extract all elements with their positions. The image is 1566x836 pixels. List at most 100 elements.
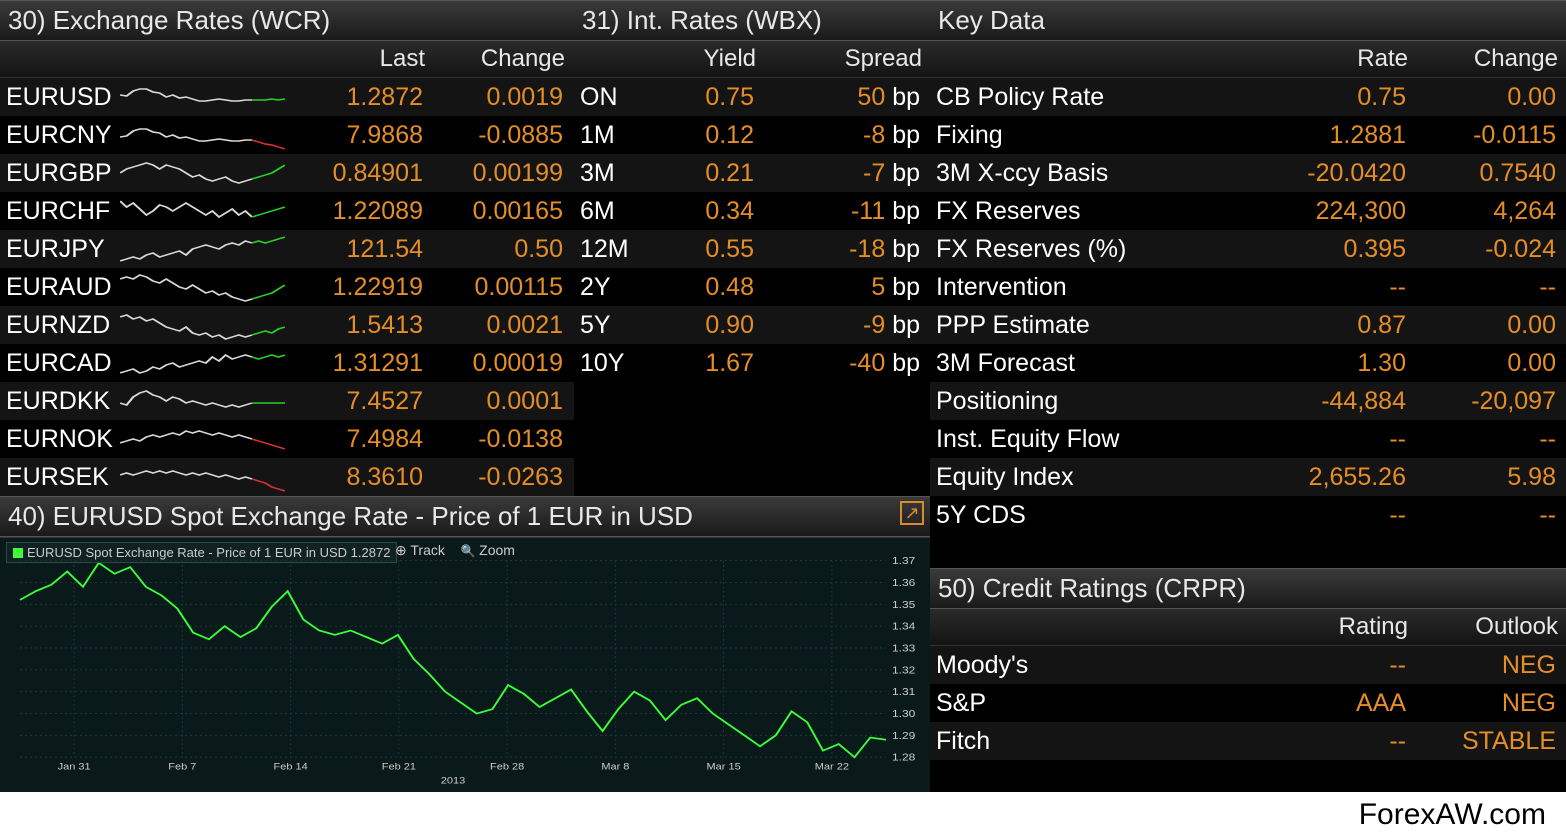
key-label: Inst. Equity Flow [930, 425, 1230, 454]
tenor: ON [574, 83, 644, 112]
key-change: -20,097 [1416, 387, 1566, 416]
svg-text:Feb 7: Feb 7 [168, 762, 196, 772]
fx-change: 0.0019 [433, 83, 573, 112]
fx-row[interactable]: EURNZD 1.54130.0021 [0, 306, 574, 344]
key-row[interactable]: Fixing1.2881-0.0115 [930, 116, 1566, 154]
tenor: 10Y [574, 349, 644, 378]
chart-tools: Track Zoom [395, 542, 515, 559]
key-row[interactable]: FX Reserves224,3004,264 [930, 192, 1566, 230]
fx-change: 0.00019 [433, 349, 573, 378]
rate-row[interactable]: 12M0.55-18 bp [574, 230, 930, 268]
key-change: 0.00 [1416, 349, 1566, 378]
col-spread: Spread [764, 41, 930, 77]
panel-header-key[interactable]: Key Data [930, 0, 1566, 41]
fx-change: 0.0021 [433, 311, 573, 340]
rating-row[interactable]: Moody's--NEG [930, 646, 1566, 684]
rate-row[interactable]: 5Y0.90-9 bp [574, 306, 930, 344]
rating: AAA [1230, 689, 1416, 718]
sparkline [120, 421, 285, 457]
col-rating: Rating [1230, 609, 1416, 645]
col-header-row: Yield Spread [574, 41, 930, 78]
key-rate: 0.75 [1230, 83, 1416, 112]
yield: 0.12 [644, 121, 764, 150]
rate-row[interactable]: 2Y0.485 bp [574, 268, 930, 306]
key-change: -- [1416, 425, 1566, 454]
fx-pair: EURUSD [0, 83, 120, 112]
tenor: 6M [574, 197, 644, 226]
rate-row[interactable]: ON0.7550 bp [574, 78, 930, 116]
fx-row[interactable]: EURNOK 7.4984-0.0138 [0, 420, 574, 458]
fx-row[interactable]: EURCAD 1.312910.00019 [0, 344, 574, 382]
key-row[interactable]: 3M X-ccy Basis-20.04200.7540 [930, 154, 1566, 192]
fx-row[interactable]: EURCNY 7.9868-0.0885 [0, 116, 574, 154]
fx-last: 1.5413 [285, 311, 433, 340]
rate-row[interactable]: 1M0.12-8 bp [574, 116, 930, 154]
key-label: FX Reserves (%) [930, 235, 1230, 264]
tenor: 5Y [574, 311, 644, 340]
svg-text:2013: 2013 [441, 776, 466, 786]
fx-change: -0.0885 [433, 121, 573, 150]
svg-text:1.34: 1.34 [892, 621, 915, 632]
col-header-row: Last Change [0, 41, 574, 78]
sparkline [120, 307, 285, 343]
rate-row[interactable]: 3M0.21-7 bp [574, 154, 930, 192]
key-row[interactable]: 3M Forecast1.300.00 [930, 344, 1566, 382]
rating-row[interactable]: S&PAAANEG [930, 684, 1566, 722]
fx-pair: EURSEK [0, 463, 120, 492]
key-row[interactable]: FX Reserves (%)0.395-0.024 [930, 230, 1566, 268]
key-row[interactable]: Inst. Equity Flow---- [930, 420, 1566, 458]
sparkline [120, 117, 285, 153]
agency: S&P [930, 689, 1230, 718]
key-row[interactable]: CB Policy Rate0.750.00 [930, 78, 1566, 116]
spacer [930, 534, 1566, 568]
fx-last: 121.54 [285, 235, 433, 264]
fx-row[interactable]: EURSEK 8.3610-0.0263 [0, 458, 574, 496]
panel-chart: 40) EURUSD Spot Exchange Rate - Price of… [0, 496, 930, 792]
legend-text: EURUSD Spot Exchange Rate - Price of 1 E… [27, 545, 390, 560]
crpr-rows: Moody's--NEGS&PAAANEGFitch--STABLE [930, 646, 1566, 760]
key-change: 0.7540 [1416, 159, 1566, 188]
col-header-row: Rate Change [930, 41, 1566, 78]
fx-row[interactable]: EURGBP 0.849010.00199 [0, 154, 574, 192]
chart-area[interactable]: EURUSD Spot Exchange Rate - Price of 1 E… [0, 537, 930, 792]
panel-header-chart[interactable]: 40) EURUSD Spot Exchange Rate - Price of… [0, 496, 930, 537]
svg-text:1.33: 1.33 [892, 643, 915, 654]
key-row[interactable]: Intervention---- [930, 268, 1566, 306]
tool-track[interactable]: Track [395, 542, 445, 559]
svg-text:1.31: 1.31 [892, 687, 915, 698]
fx-row[interactable]: EURCHF 1.220890.00165 [0, 192, 574, 230]
rating: -- [1230, 727, 1416, 756]
legend-swatch [13, 548, 23, 558]
tenor: 12M [574, 235, 644, 264]
spread: -40 bp [764, 349, 930, 378]
yield: 0.90 [644, 311, 764, 340]
tool-zoom[interactable]: Zoom [461, 542, 515, 559]
rating-row[interactable]: Fitch--STABLE [930, 722, 1566, 760]
rate-row[interactable]: 6M0.34-11 bp [574, 192, 930, 230]
rate-row[interactable]: 10Y1.67-40 bp [574, 344, 930, 382]
panel-header-crpr[interactable]: 50) Credit Ratings (CRPR) [930, 568, 1566, 609]
fx-row[interactable]: EURDKK 7.45270.0001 [0, 382, 574, 420]
key-row[interactable]: Equity Index2,655.265.98 [930, 458, 1566, 496]
yield: 0.55 [644, 235, 764, 264]
fx-pair: EURCHF [0, 197, 120, 226]
key-rate: 2,655.26 [1230, 463, 1416, 492]
agency: Moody's [930, 651, 1230, 680]
fx-row[interactable]: EURUSD 1.28720.0019 [0, 78, 574, 116]
key-row[interactable]: 5Y CDS---- [930, 496, 1566, 534]
fx-row[interactable]: EURAUD 1.229190.00115 [0, 268, 574, 306]
key-row[interactable]: Positioning-44,884-20,097 [930, 382, 1566, 420]
svg-text:1.35: 1.35 [892, 599, 915, 610]
fx-row[interactable]: EURJPY 121.540.50 [0, 230, 574, 268]
key-rate: -- [1230, 425, 1416, 454]
sparkline [120, 79, 285, 115]
watermark: ForexAW.com [1359, 798, 1546, 832]
fx-pair: EURGBP [0, 159, 120, 188]
panel-exchange-rates: 30) Exchange Rates (WCR) Last Change EUR… [0, 0, 574, 496]
key-rate: 1.30 [1230, 349, 1416, 378]
panel-header-wcr[interactable]: 30) Exchange Rates (WCR) [0, 0, 574, 41]
fx-change: 0.50 [433, 235, 573, 264]
panel-header-wbx[interactable]: 31) Int. Rates (WBX) [574, 0, 930, 41]
key-row[interactable]: PPP Estimate0.870.00 [930, 306, 1566, 344]
popup-icon[interactable] [900, 501, 924, 525]
